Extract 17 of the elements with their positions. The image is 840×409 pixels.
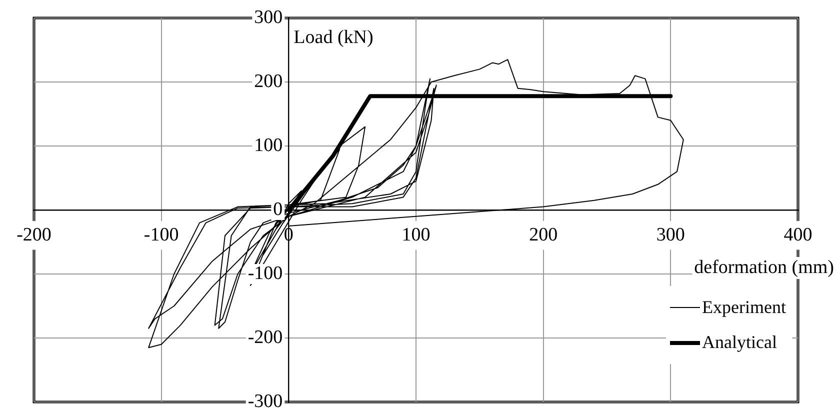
x-tick-label: -200 xyxy=(16,224,52,246)
y-tick-label: 0 xyxy=(273,198,283,220)
x-tick-label: 100 xyxy=(402,224,430,246)
legend-label: Analytical xyxy=(702,332,777,353)
y-tick-label: -200 xyxy=(248,326,283,348)
legend-label: Experiment xyxy=(702,297,786,318)
y-tick-label: 300 xyxy=(254,6,283,28)
y-tick-label: 100 xyxy=(254,134,283,156)
x-tick-label: -100 xyxy=(144,224,179,246)
x-tick-label: 400 xyxy=(784,224,812,246)
x-tick-label: 200 xyxy=(529,224,558,246)
y-tick-label: -100 xyxy=(248,262,283,284)
y-tick-label: -300 xyxy=(248,390,283,409)
y-tick-label: 200 xyxy=(254,70,283,92)
y-axis-title: Load (kN) xyxy=(294,26,374,48)
x-axis-title: deformation (mm) xyxy=(694,256,834,278)
x-tick-label: 300 xyxy=(656,224,685,246)
